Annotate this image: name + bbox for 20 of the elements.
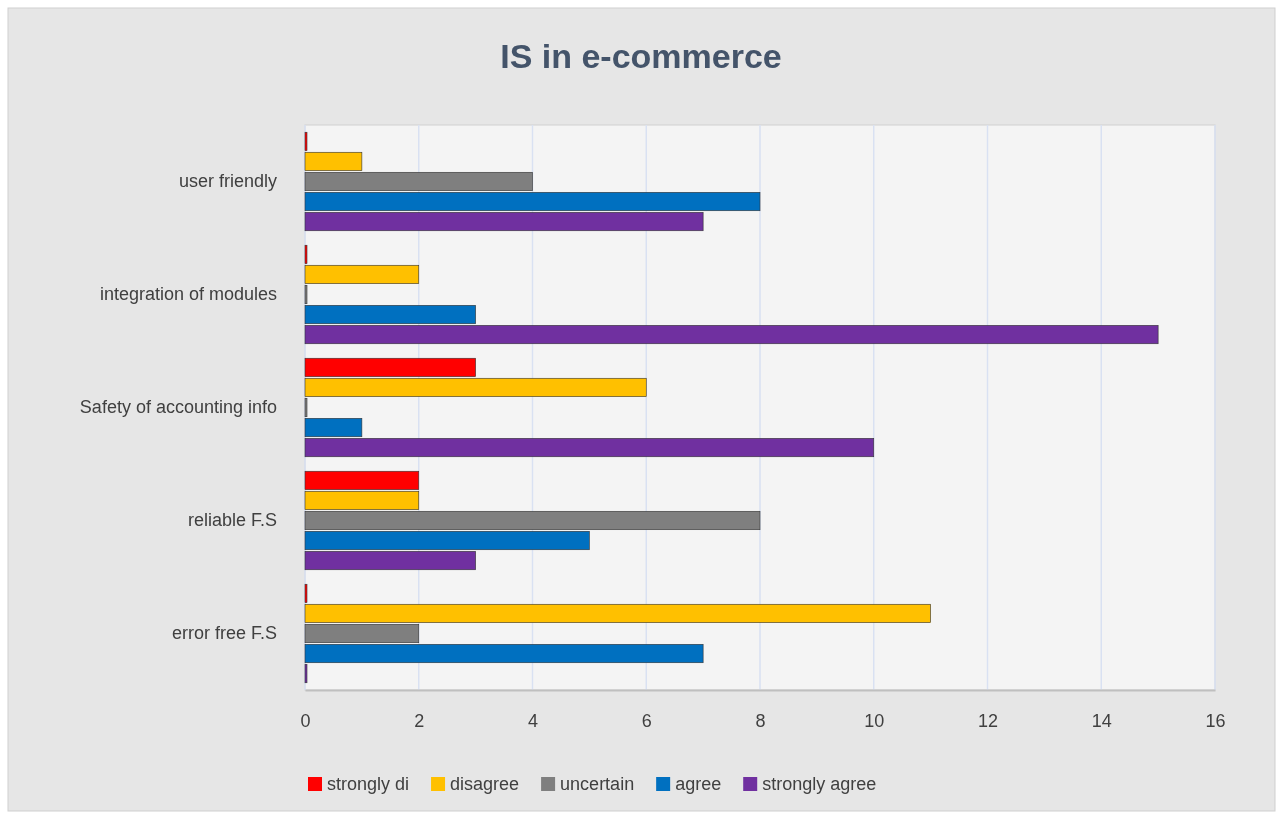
- legend-label: agree: [675, 774, 722, 794]
- x-tick-label: 4: [527, 710, 539, 731]
- x-tick-label: 14: [1091, 710, 1112, 731]
- y-tick-label: Safety of accounting info: [79, 397, 277, 418]
- legend-label: uncertain: [560, 774, 635, 794]
- legend-label: strongly di: [327, 774, 410, 794]
- legend-label: disagree: [450, 774, 520, 794]
- x-tick-label: 6: [641, 710, 652, 731]
- x-tick-label: 10: [864, 710, 885, 731]
- y-tick-label: reliable F.S: [187, 510, 277, 531]
- y-tick-label: user friendly: [178, 171, 277, 192]
- x-tick-label: 12: [977, 710, 999, 731]
- legend-label: strongly agree: [762, 774, 877, 794]
- x-tick-label: 8: [755, 710, 766, 731]
- chart-title: IS in e-commerce: [500, 37, 782, 75]
- y-tick-label: integration of modules: [99, 284, 277, 305]
- x-tick-label: 16: [1205, 710, 1226, 731]
- x-tick-label: 2: [414, 710, 425, 731]
- x-tick-label: 0: [300, 710, 311, 731]
- y-tick-label: error free F.S: [171, 623, 277, 644]
